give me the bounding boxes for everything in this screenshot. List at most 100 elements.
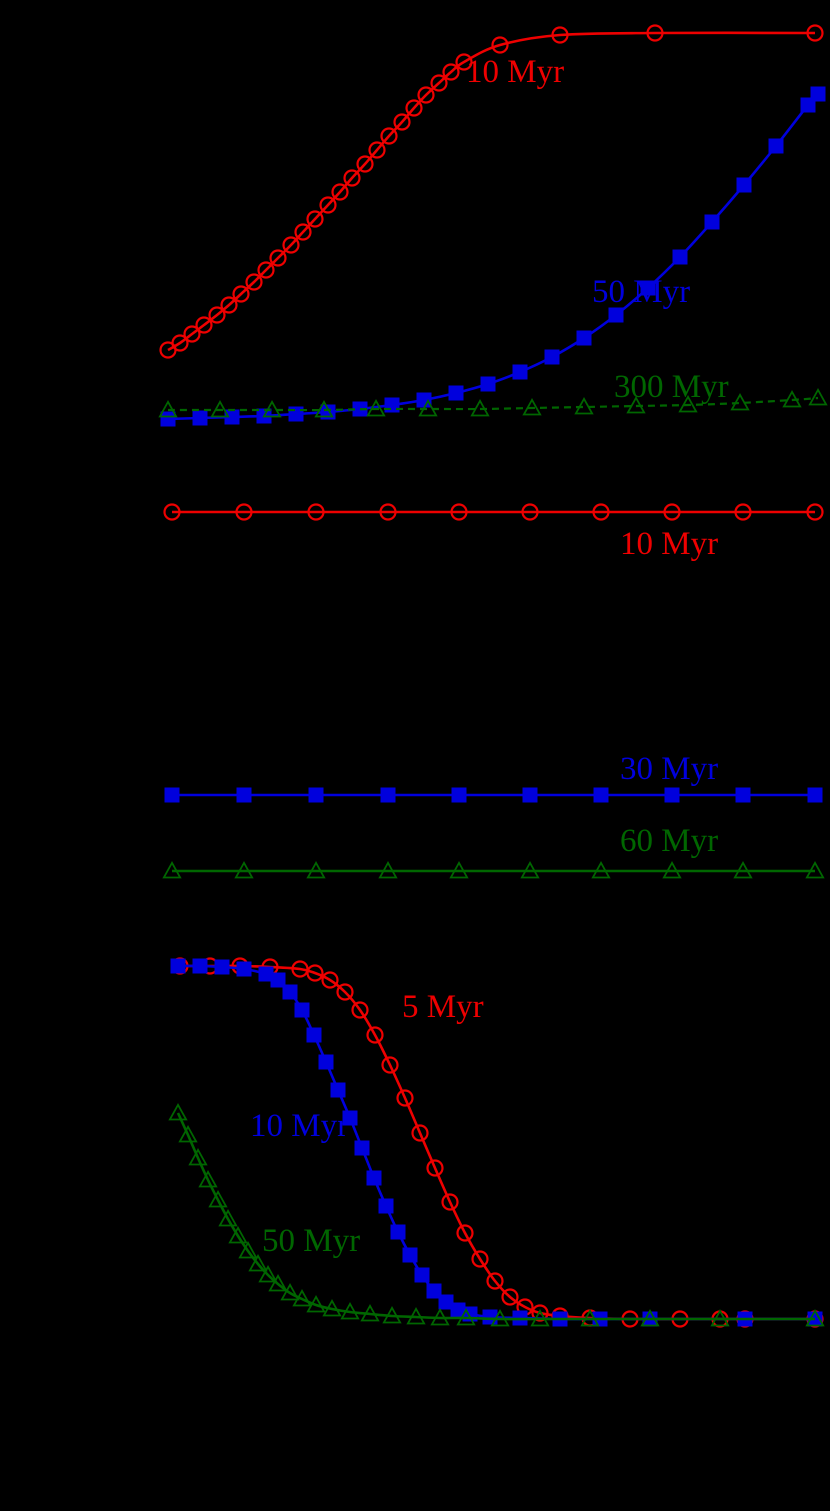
data-marker (208, 306, 226, 324)
data-marker (734, 503, 752, 521)
series-30-myr (164, 787, 823, 803)
data-marker (810, 86, 826, 102)
data-marker (426, 1159, 444, 1177)
data-marker (442, 63, 460, 81)
data-marker (418, 399, 438, 417)
data-marker (551, 26, 569, 44)
data-marker (306, 964, 324, 982)
data-marker (258, 1265, 278, 1283)
data-marker (234, 861, 254, 879)
data-marker (294, 223, 312, 241)
data-marker (704, 214, 720, 230)
data-marker (405, 99, 423, 117)
data-marker (390, 1224, 406, 1240)
data-marker (314, 400, 334, 418)
data-marker (162, 861, 182, 879)
data-marker (210, 400, 230, 418)
data-marker (236, 787, 252, 803)
data-marker (183, 325, 201, 343)
annotation-panel2-blue: 30 Myr (620, 751, 719, 787)
data-marker (456, 1308, 476, 1326)
data-marker (710, 1309, 730, 1327)
data-marker (171, 334, 189, 352)
data-marker (214, 959, 230, 975)
annotation-panel1-red: 10 Myr (466, 54, 565, 90)
data-marker (530, 1309, 550, 1327)
data-marker (366, 399, 386, 417)
data-marker (208, 1190, 228, 1208)
panel-group-panel-2 (162, 787, 825, 879)
data-marker (480, 376, 496, 392)
data-marker (168, 1103, 188, 1121)
series-10-myr (159, 24, 824, 359)
data-marker (768, 138, 784, 154)
data-marker (306, 1295, 326, 1313)
data-marker (450, 503, 468, 521)
data-marker (322, 1299, 342, 1317)
series-line (167, 31, 816, 352)
data-marker (580, 1309, 600, 1327)
data-marker (307, 503, 325, 521)
data-marker (356, 155, 374, 173)
data-marker (441, 1193, 459, 1211)
data-marker (381, 1056, 399, 1074)
data-marker (262, 400, 282, 418)
data-marker (522, 787, 538, 803)
data-marker (192, 410, 208, 426)
data-marker (471, 1250, 489, 1268)
series-300-myr (158, 388, 828, 418)
data-marker (178, 1125, 198, 1143)
data-marker (306, 210, 324, 228)
data-marker (163, 503, 181, 521)
series-60-myr (162, 861, 825, 879)
annotation-panel3-blue: 10 Myr (250, 1108, 349, 1144)
data-marker (188, 1148, 208, 1166)
data-marker (593, 787, 609, 803)
data-marker (406, 1307, 426, 1325)
data-marker (646, 24, 664, 42)
data-marker (592, 503, 610, 521)
data-marker (808, 388, 828, 406)
data-marker (248, 1254, 268, 1272)
data-marker (158, 400, 178, 418)
data-marker (491, 36, 509, 54)
data-marker (245, 273, 263, 291)
data-marker (733, 861, 753, 879)
data-marker (402, 1247, 418, 1263)
data-marker (451, 787, 467, 803)
data-marker (782, 390, 802, 408)
data-marker (220, 296, 238, 314)
data-marker (664, 787, 680, 803)
panel-group-panel-3 (168, 957, 825, 1328)
data-marker (430, 74, 448, 92)
series-50-myr (168, 1103, 825, 1327)
data-marker (486, 1272, 504, 1290)
data-marker (164, 787, 180, 803)
data-marker (736, 177, 752, 193)
data-marker (438, 1294, 454, 1310)
data-marker (257, 261, 275, 279)
data-marker (198, 1170, 218, 1188)
data-marker (448, 385, 464, 401)
data-marker (380, 787, 396, 803)
data-marker (294, 1002, 310, 1018)
data-marker (501, 1288, 519, 1306)
data-marker (730, 393, 750, 411)
data-marker (235, 503, 253, 521)
series-10-myr-flat- (163, 503, 824, 521)
data-marker (735, 787, 751, 803)
data-marker (330, 1082, 346, 1098)
data-marker (340, 1302, 360, 1320)
data-marker (640, 280, 656, 296)
data-marker (470, 399, 490, 417)
data-marker (292, 1289, 312, 1307)
data-marker (626, 396, 646, 414)
data-marker (678, 395, 698, 413)
annotation-panel1-red2: 10 Myr (620, 526, 719, 562)
data-marker (342, 1110, 358, 1126)
data-marker (232, 285, 250, 303)
data-marker (807, 787, 823, 803)
annotation-panel3-red: 5 Myr (402, 989, 484, 1025)
